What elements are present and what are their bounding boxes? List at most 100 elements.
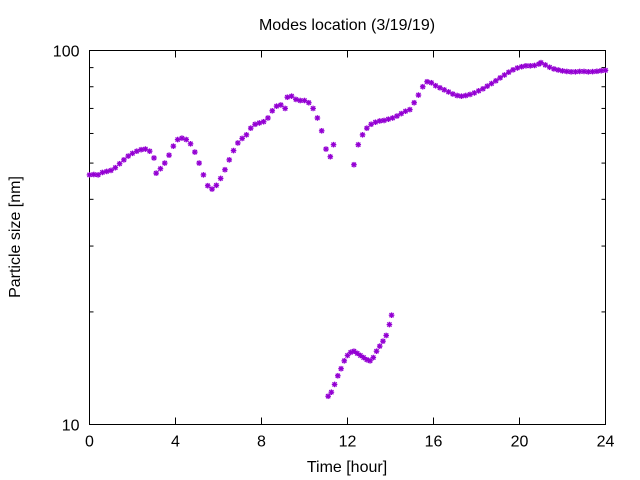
data-point (445, 89, 452, 95)
data-point (196, 160, 202, 166)
data-point (381, 117, 387, 124)
data-point (370, 354, 377, 361)
data-point (121, 157, 127, 163)
data-point (419, 83, 426, 90)
data-point (256, 120, 263, 126)
data-point (330, 141, 337, 148)
data-point (602, 67, 609, 74)
data-point (230, 147, 237, 154)
data-point (235, 140, 241, 146)
axes: 0 4 8 12 16 20 24 10 100 (53, 44, 615, 451)
data-point (260, 118, 267, 125)
data-point (510, 66, 516, 73)
x-tick-label: 12 (339, 434, 357, 451)
plot-frame (89, 50, 606, 425)
data-point (129, 150, 136, 157)
data-point (501, 72, 508, 78)
data-point (467, 91, 473, 98)
data-point (166, 152, 172, 158)
data-point (217, 175, 224, 182)
data-point (297, 97, 303, 104)
data-point (187, 141, 194, 147)
y-tick-label: 100 (53, 44, 80, 61)
data-point (441, 87, 448, 93)
data-point (301, 97, 308, 104)
data-point (488, 80, 495, 87)
y-axis-label: Particle size [nm] (7, 176, 24, 298)
data-point (146, 148, 153, 154)
data-point (153, 170, 159, 176)
data-point (293, 96, 299, 103)
data-point (183, 136, 190, 143)
data-point (351, 161, 357, 168)
data-point (157, 165, 164, 172)
data-point (179, 135, 185, 141)
data-point (99, 169, 106, 176)
data-point (411, 99, 417, 106)
data-point (151, 155, 157, 161)
x-axis-label: Time [hour] (307, 459, 387, 476)
data-point (142, 146, 149, 152)
chart-title: Modes location (3/19/19) (259, 17, 435, 34)
data-point (247, 125, 254, 131)
data-point (542, 62, 549, 68)
data-point (357, 352, 364, 359)
data-point (335, 372, 341, 379)
data-point (213, 182, 220, 189)
data-point (398, 110, 405, 117)
data-point (514, 65, 521, 71)
data-point (265, 115, 271, 121)
data-point (310, 105, 316, 112)
data-point (462, 92, 469, 99)
data-points (86, 59, 609, 400)
data-point (364, 125, 370, 131)
data-point (341, 358, 348, 364)
data-point (192, 149, 198, 155)
data-point (103, 168, 110, 175)
data-point (239, 135, 245, 142)
x-tick-label: 24 (597, 434, 615, 451)
data-point (226, 157, 233, 163)
x-tick-label: 4 (171, 434, 180, 451)
data-point (568, 69, 574, 75)
data-point (415, 92, 422, 98)
data-point (484, 83, 491, 89)
data-point (306, 99, 312, 106)
data-point (386, 321, 393, 328)
data-point (376, 343, 383, 349)
data-point (407, 106, 413, 113)
data-point (559, 68, 566, 74)
data-point (323, 146, 329, 152)
data-point (424, 78, 430, 85)
data-point (222, 166, 228, 173)
data-point (331, 381, 338, 388)
data-point (368, 121, 374, 128)
x-tick-label: 16 (425, 434, 443, 451)
data-point (170, 143, 177, 149)
data-point (288, 93, 295, 99)
data-point (338, 365, 344, 372)
data-point (204, 182, 211, 189)
data-point (360, 354, 367, 361)
data-point (243, 132, 250, 138)
data-point (174, 136, 181, 143)
data-point (209, 186, 215, 192)
data-point (428, 79, 435, 86)
data-point (351, 348, 357, 355)
data-point (125, 153, 131, 159)
data-point (200, 172, 207, 178)
data-point (531, 62, 538, 69)
data-point (475, 88, 482, 94)
data-point (282, 105, 288, 112)
data-point (380, 338, 386, 345)
data-point (383, 332, 389, 339)
data-point (394, 113, 400, 119)
x-tick-label: 20 (511, 434, 529, 451)
data-point (388, 312, 395, 318)
data-point (458, 93, 465, 99)
data-point (505, 69, 512, 75)
data-point (450, 91, 456, 97)
data-point (389, 115, 396, 121)
data-point (480, 85, 486, 92)
